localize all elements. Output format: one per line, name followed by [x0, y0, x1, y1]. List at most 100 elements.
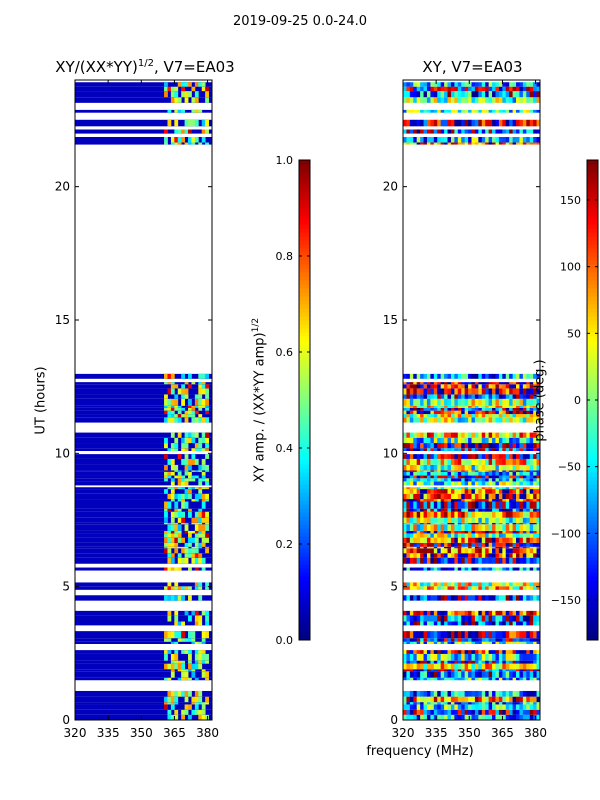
amplitude-colorbar-segment: [299, 388, 310, 393]
phase-cell: [529, 615, 534, 622]
phase-cell: [485, 382, 490, 385]
phase-cell: [464, 671, 469, 678]
amplitude-cell: [170, 690, 175, 697]
phase-cell: [512, 621, 517, 626]
phase-cell: [533, 388, 537, 395]
phase-cell: [505, 663, 510, 670]
phase-cell: [426, 432, 431, 438]
phase-cell: [457, 508, 462, 512]
phase-cell: [403, 384, 407, 389]
phase-cell: [440, 621, 445, 626]
phase-cell: [437, 595, 442, 601]
amplitude-cell: [167, 86, 172, 92]
phase-cell: [420, 595, 424, 601]
amplitude-cell: [177, 499, 182, 502]
phase-cell: [413, 677, 418, 681]
phase-cell: [413, 97, 418, 103]
phase-cell: [485, 137, 490, 143]
phase-cell: [461, 660, 466, 664]
phase-cell: [450, 398, 455, 406]
amplitude-cell: [167, 690, 172, 697]
phase-cell: [444, 384, 448, 389]
phase-cell: [512, 499, 517, 502]
phase-cell: [505, 638, 510, 642]
phase-cell: [433, 410, 438, 415]
phase-cell: [430, 407, 435, 411]
phase-cell: [505, 631, 510, 639]
phase-cell: [492, 443, 496, 449]
phase-cell: [529, 610, 534, 616]
amplitude-colorbar-segment: [299, 636, 310, 641]
phase-cell: [485, 709, 490, 715]
phase-cell: [485, 615, 490, 622]
phase-cell: [464, 405, 469, 408]
amplitude-cell: [201, 533, 206, 538]
phase-cell: [464, 714, 469, 720]
amplitude-cell: [174, 663, 179, 670]
amplitude-colorbar-segment: [299, 228, 310, 233]
phase-cell: [468, 86, 472, 92]
phase-cell: [509, 508, 513, 512]
phase-cell: [474, 508, 479, 512]
phase-cell: [505, 448, 510, 451]
phase-cell: [533, 475, 537, 479]
phase-cell: [440, 373, 445, 379]
phase-cell: [440, 660, 445, 664]
amplitude-colorbar-segment: [299, 212, 310, 217]
phase-cell: [416, 478, 421, 482]
phase-cell: [498, 82, 503, 87]
phase-cell: [461, 522, 466, 525]
amplitude-row: [75, 696, 212, 703]
amplitude-cell: [181, 690, 185, 697]
phase-cell: [426, 398, 431, 406]
amplitude-cell: [198, 621, 203, 626]
phase-cell: [526, 91, 531, 98]
phase-cell: [485, 414, 490, 418]
phase-cell: [509, 382, 513, 385]
phase-cell: [495, 384, 500, 389]
amplitude-colorbar-segment: [299, 440, 310, 445]
phase-cell: [492, 671, 496, 678]
phase-cell: [447, 410, 452, 415]
amplitude-cell: [188, 542, 192, 547]
phase-cell: [464, 493, 469, 500]
amplitude-cell: [188, 638, 192, 642]
amplitude-cell: [201, 524, 206, 531]
phase-cell: [509, 530, 513, 534]
phase-cell: [430, 582, 435, 587]
phase-cell: [457, 524, 462, 531]
amplitude-cell: [181, 546, 185, 549]
phase-cell: [526, 533, 531, 538]
amplitude-cell: [164, 410, 168, 415]
phase-cell: [454, 86, 459, 92]
amplitude-colorbar-segment: [299, 184, 310, 189]
phase-cell: [409, 677, 414, 681]
phase-cell: [502, 660, 507, 664]
phase-cell: [461, 478, 466, 482]
phase-cell: [444, 373, 448, 379]
phase-cell: [536, 443, 541, 449]
phase-cell: [468, 394, 472, 399]
phase-cell: [468, 546, 472, 549]
amplitude-row: [75, 448, 212, 451]
phase-cell: [519, 97, 524, 103]
phase-cell: [416, 638, 421, 642]
phase-cell: [522, 517, 527, 523]
phase-cell: [533, 530, 537, 534]
amplitude-colorbar-segment: [299, 560, 310, 565]
phase-cell: [526, 394, 531, 399]
phase-cell: [474, 631, 479, 639]
phase-cell: [502, 448, 507, 451]
phase-cell: [433, 595, 438, 601]
phase-cell: [478, 82, 483, 87]
phase-cell: [505, 414, 510, 418]
phase-cell: [536, 548, 541, 554]
phase-cell: [485, 546, 490, 549]
phase-cell: [526, 478, 531, 482]
phase-cell: [481, 458, 486, 465]
phase-cell: [461, 557, 466, 564]
phase-cell: [509, 650, 513, 654]
phase-cell: [430, 548, 435, 554]
phase-cell: [454, 405, 459, 408]
amplitude-cell: [194, 82, 199, 87]
